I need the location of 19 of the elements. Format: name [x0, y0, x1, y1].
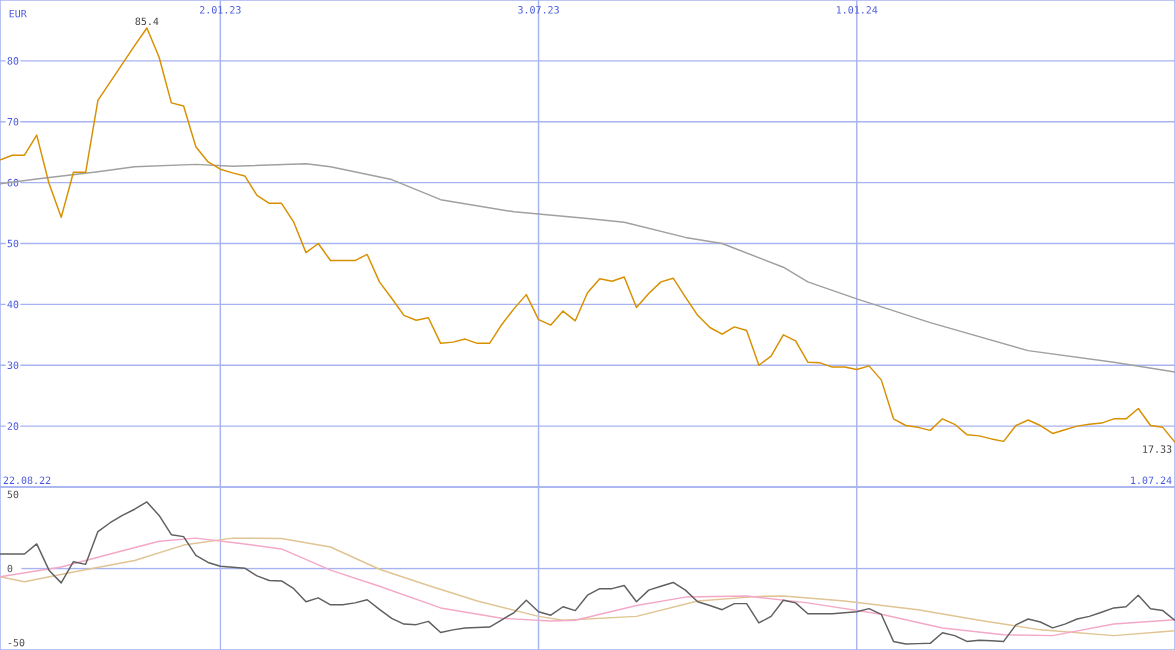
y-axis-title: EUR	[9, 10, 27, 18]
y-tick-label: 30	[7, 361, 19, 370]
y-tick-label: 0	[7, 564, 13, 573]
y-tick-label: 80	[7, 57, 19, 65]
y-tick-label: 20	[7, 422, 19, 430]
annotation: 1.07.24	[1131, 476, 1172, 485]
y-tick-label: 50	[7, 239, 19, 248]
line-series	[0, 537, 1175, 637]
annotation: 85.4	[135, 17, 159, 26]
y-tick-label: -50	[8, 638, 25, 647]
annotation: 22.08.22	[3, 476, 51, 485]
y-tick-label: 50	[7, 490, 19, 499]
annotation: 17.33	[1143, 445, 1172, 453]
y-tick-label: 70	[7, 117, 19, 126]
line-series	[0, 163, 1175, 373]
x-tick-label: 3.07.23	[518, 6, 559, 14]
y-tick-label: 40	[7, 300, 19, 309]
x-tick-label: 2.01.23	[199, 6, 241, 14]
x-tick-label: 1.01.24	[836, 6, 878, 14]
